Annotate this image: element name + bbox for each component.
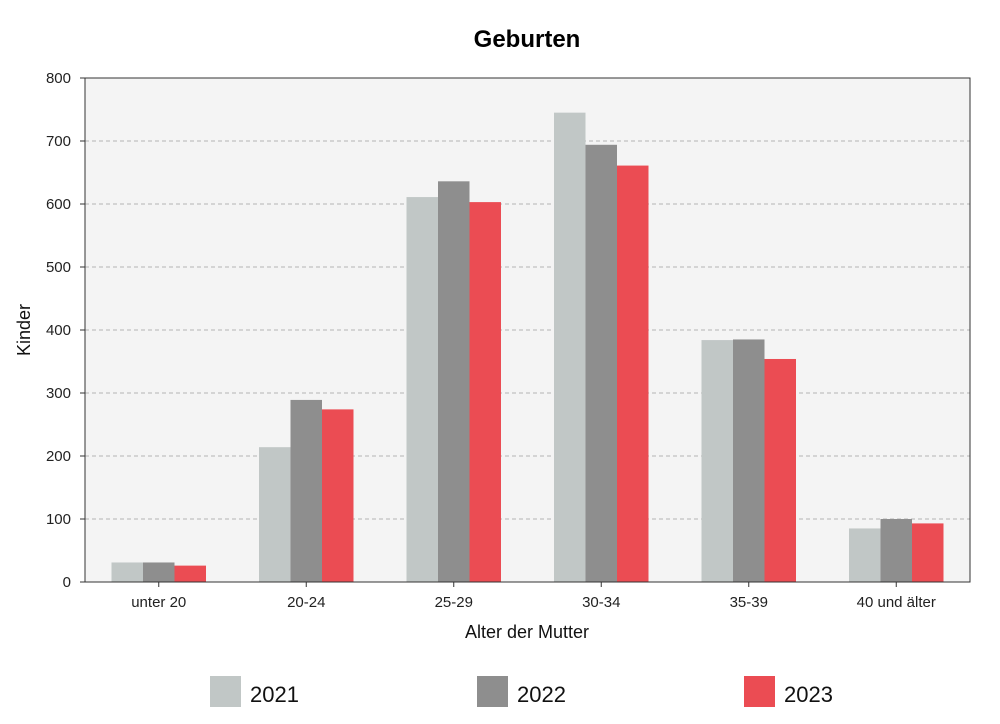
legend-label: 2021 bbox=[250, 682, 299, 707]
bar-2021-1 bbox=[259, 447, 291, 582]
bar-2021-5 bbox=[849, 528, 881, 582]
y-axis-ticks: 0 100 200 300 400 500 600 700 800 bbox=[46, 70, 85, 591]
y-tick-label: 700 bbox=[46, 133, 71, 150]
bar-2021-3 bbox=[554, 112, 586, 583]
bar-2022-4 bbox=[733, 339, 765, 582]
bar-2021-2 bbox=[406, 197, 438, 582]
chart-title: Geburten bbox=[474, 26, 581, 53]
bars bbox=[111, 112, 944, 583]
legend-item-2023: 2023 bbox=[744, 676, 833, 707]
bar-2022-2 bbox=[438, 181, 470, 582]
gridlines bbox=[85, 140, 970, 520]
bar-2021-4 bbox=[701, 340, 733, 582]
y-tick-label: 800 bbox=[46, 70, 71, 87]
legend-swatch bbox=[477, 676, 508, 707]
legend-swatch bbox=[744, 676, 775, 707]
bar-2022-0 bbox=[143, 562, 175, 582]
y-tick-label: 300 bbox=[46, 385, 71, 402]
y-tick-label: 100 bbox=[46, 511, 71, 528]
y-tick-label: 400 bbox=[46, 322, 71, 339]
bar-2023-1 bbox=[322, 409, 354, 582]
x-tick-label: 20-24 bbox=[287, 594, 325, 611]
x-tick-label: 30-34 bbox=[582, 594, 620, 611]
legend-item-2022: 2022 bbox=[477, 676, 566, 707]
x-tick-label: 25-29 bbox=[435, 594, 473, 611]
x-tick-label: 40 und älter bbox=[857, 594, 936, 611]
bar-2023-2 bbox=[469, 202, 501, 583]
y-tick-label: 200 bbox=[46, 448, 71, 465]
bar-2023-3 bbox=[617, 165, 649, 582]
y-tick-label: 0 bbox=[63, 574, 71, 591]
bar-2022-3 bbox=[585, 144, 617, 582]
bar-2023-5 bbox=[912, 523, 944, 582]
x-axis-ticks: unter 20 20-24 25-29 30-34 35-39 40 und älter bbox=[131, 582, 936, 611]
bar-2023-4 bbox=[764, 358, 796, 582]
legend: 2021 2022 2023 bbox=[210, 676, 833, 707]
legend-item-2021: 2021 bbox=[210, 676, 299, 707]
x-tick-label: unter 20 bbox=[131, 594, 186, 611]
bar-2022-1 bbox=[290, 399, 322, 582]
bar-2021-0 bbox=[111, 562, 143, 582]
legend-swatch bbox=[210, 676, 241, 707]
legend-label: 2022 bbox=[517, 682, 566, 707]
x-tick-label: 35-39 bbox=[730, 594, 768, 611]
y-tick-label: 500 bbox=[46, 259, 71, 276]
bar-2022-5 bbox=[880, 519, 912, 582]
legend-label: 2023 bbox=[784, 682, 833, 707]
bar-2023-0 bbox=[174, 565, 206, 582]
y-axis-title: Kinder bbox=[14, 304, 34, 356]
x-axis-title: Alter der Mutter bbox=[465, 622, 589, 642]
y-tick-label: 600 bbox=[46, 196, 71, 213]
